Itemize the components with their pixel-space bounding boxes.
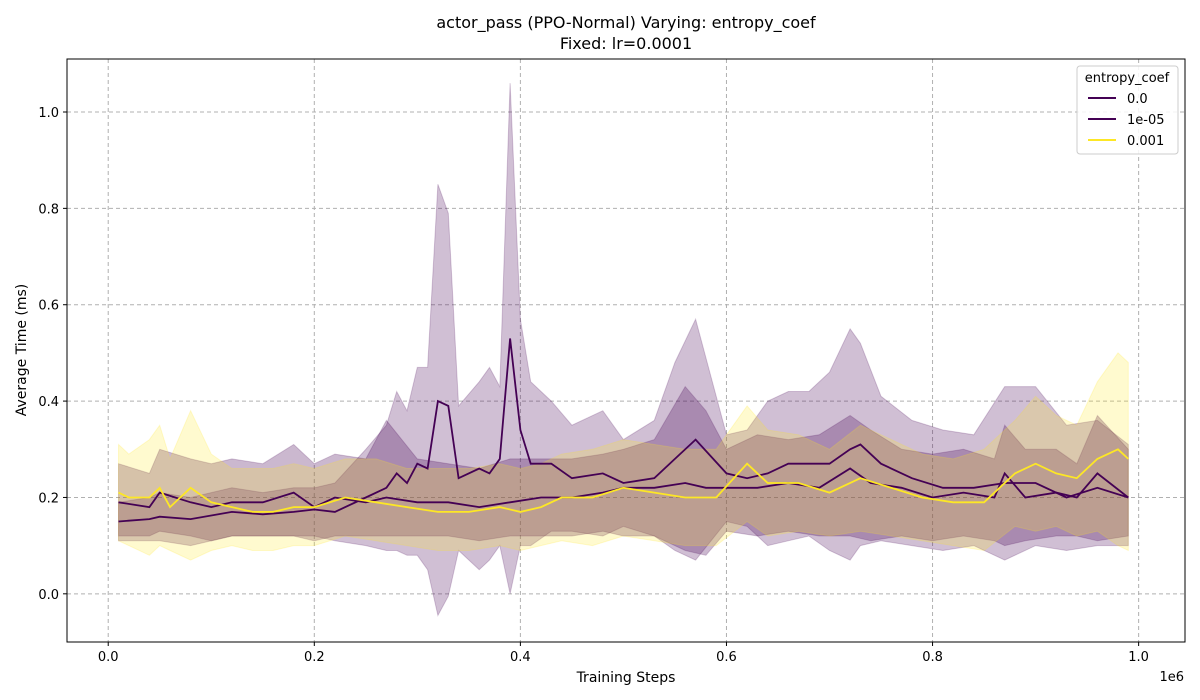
band-1e-05	[118, 385, 1129, 556]
band-0.001	[118, 352, 1129, 561]
line-0.001	[118, 448, 1129, 513]
x-tick-label: 0.8	[922, 650, 943, 665]
y-tick-label: 0.0	[38, 588, 59, 603]
legend-title: entropy_coef	[1085, 71, 1170, 86]
legend-items: 0.0 1e-05 0.001	[1088, 92, 1165, 149]
chart-subtitle: Fixed: lr=0.0001	[560, 34, 692, 53]
x-tick-label: 0.2	[304, 650, 325, 665]
y-tick-label: 0.8	[38, 202, 59, 217]
legend-label-0.001: 0.001	[1127, 134, 1164, 149]
line-0.0	[118, 338, 1129, 523]
legend-box	[1076, 65, 1179, 155]
y-tick-label: 1.0	[38, 106, 59, 121]
x-axis-ticks: 0.0 0.2 0.4 0.6 0.8 1.0	[98, 642, 1149, 665]
series-lines	[118, 338, 1129, 523]
legend-label-0.0: 0.0	[1127, 92, 1148, 107]
legend: entropy_coef 0.0 1e-05 0.001	[1076, 65, 1179, 155]
y-tick-label: 0.2	[38, 491, 59, 506]
y-axis-label: Average Time (ms)	[14, 284, 30, 417]
y-axis-ticks: 0.0 0.2 0.4 0.6 0.8 1.0	[38, 106, 67, 603]
x-tick-label: 1.0	[1128, 650, 1149, 665]
x-axis-offset-label: 1e6	[1159, 670, 1184, 685]
chart-title: actor_pass (PPO-Normal) Varying: entropy…	[436, 13, 816, 33]
plot-frame	[66, 58, 1186, 643]
grid	[67, 59, 1185, 642]
x-axis-label: Training Steps	[576, 670, 676, 686]
y-tick-label: 0.4	[38, 395, 59, 410]
legend-label-1e-05: 1e-05	[1127, 113, 1165, 128]
x-tick-label: 0.6	[716, 650, 737, 665]
x-tick-label: 0.4	[510, 650, 531, 665]
y-tick-label: 0.6	[38, 299, 59, 314]
x-tick-label: 0.0	[98, 650, 119, 665]
